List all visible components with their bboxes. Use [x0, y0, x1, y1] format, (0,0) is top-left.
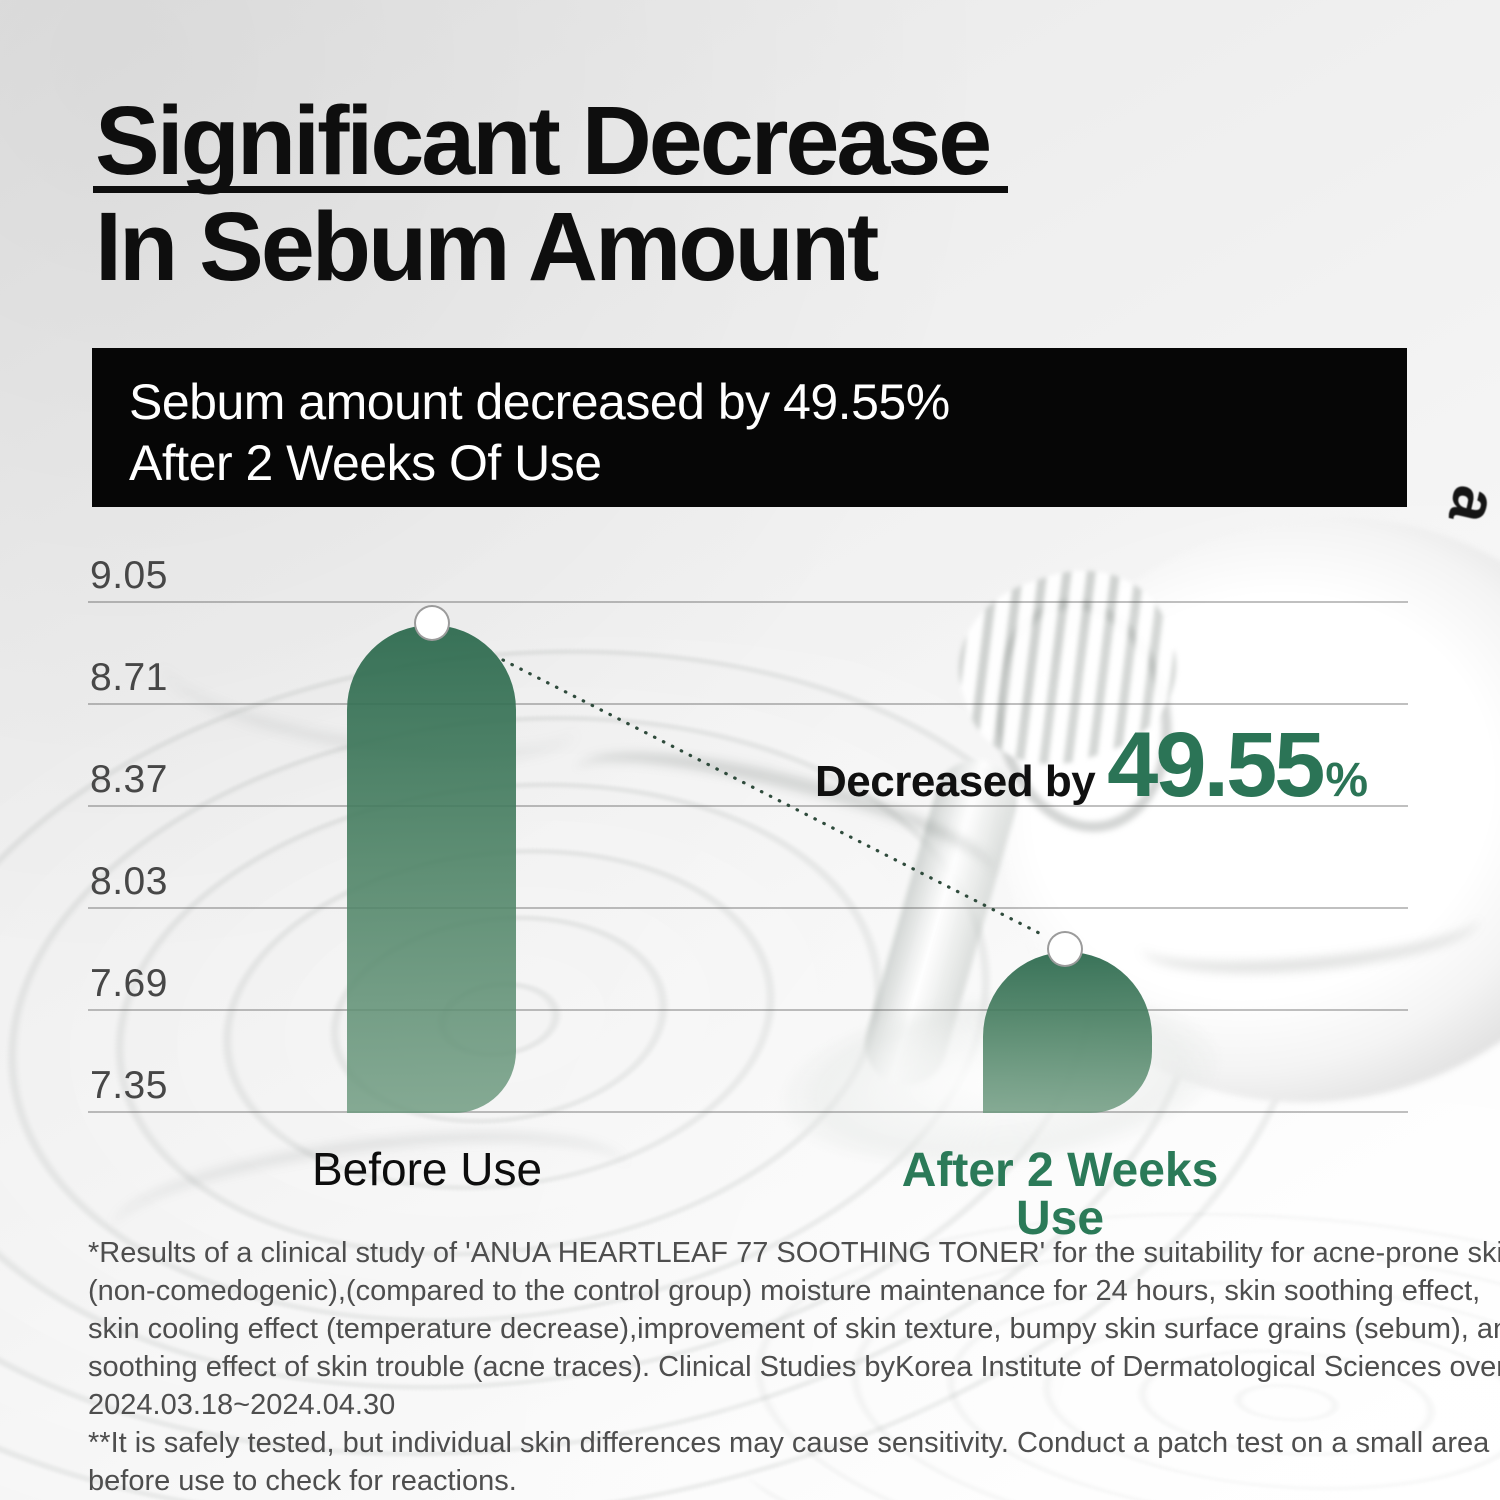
- page-title-line2: In Sebum Amount: [95, 192, 879, 301]
- data-point-marker-before: [414, 605, 450, 641]
- footnote-line: 2024.03.18~2024.04.30: [88, 1389, 396, 1421]
- footnote-line: skin cooling effect (temperature decreas…: [88, 1313, 1500, 1345]
- gridline: [88, 1009, 1408, 1011]
- footnote-line: before use to check for reactions.: [88, 1465, 517, 1497]
- footnote-line: *Results of a clinical study of 'ANUA HE…: [88, 1237, 1500, 1269]
- footnote-line: (non-comedogenic),(compared to the contr…: [88, 1275, 1481, 1307]
- y-axis-tick: 7.35: [90, 1064, 168, 1107]
- footnote-block: *Results of a clinical study of 'ANUA HE…: [88, 1234, 1500, 1500]
- y-axis-tick: 9.05: [90, 554, 168, 597]
- y-axis-tick: 7.69: [90, 962, 168, 1005]
- decrease-annotation-value: 49.55: [1107, 714, 1325, 816]
- decrease-annotation-prefix: Decreased by: [815, 757, 1096, 806]
- decrease-annotation: Decreased by 49.55 %: [815, 713, 1368, 818]
- data-point-marker-after: [1047, 931, 1083, 967]
- category-label-before-use: Before Use: [311, 1143, 543, 1195]
- gridline: [88, 1111, 1408, 1113]
- y-axis-tick: 8.37: [90, 758, 168, 801]
- y-axis-tick: 8.71: [90, 656, 168, 699]
- page-title-line1: Significant Decrease: [95, 86, 992, 195]
- footnote-line: soothing effect of skin trouble (acne tr…: [88, 1351, 1500, 1383]
- banner-line1: Sebum amount decreased by 49.55%: [129, 374, 950, 430]
- gridline: [88, 601, 1408, 603]
- gridline: [88, 907, 1408, 909]
- category-label-after-2-weeks: After 2 Weeks Use: [901, 1144, 1219, 1245]
- gridline: [88, 703, 1408, 705]
- bar-after-2-weeks: [983, 952, 1152, 1113]
- title-underline: [93, 186, 1008, 193]
- headline-banner: Sebum amount decreased by 49.55% After 2…: [92, 348, 1407, 507]
- footnote-line: **It is safely tested, but individual sk…: [88, 1427, 1490, 1459]
- decrease-annotation-unit: %: [1325, 754, 1369, 807]
- banner-line2: After 2 Weeks Of Use: [129, 435, 602, 491]
- y-axis-tick: 8.03: [90, 860, 168, 903]
- bar-before-use: [347, 625, 516, 1113]
